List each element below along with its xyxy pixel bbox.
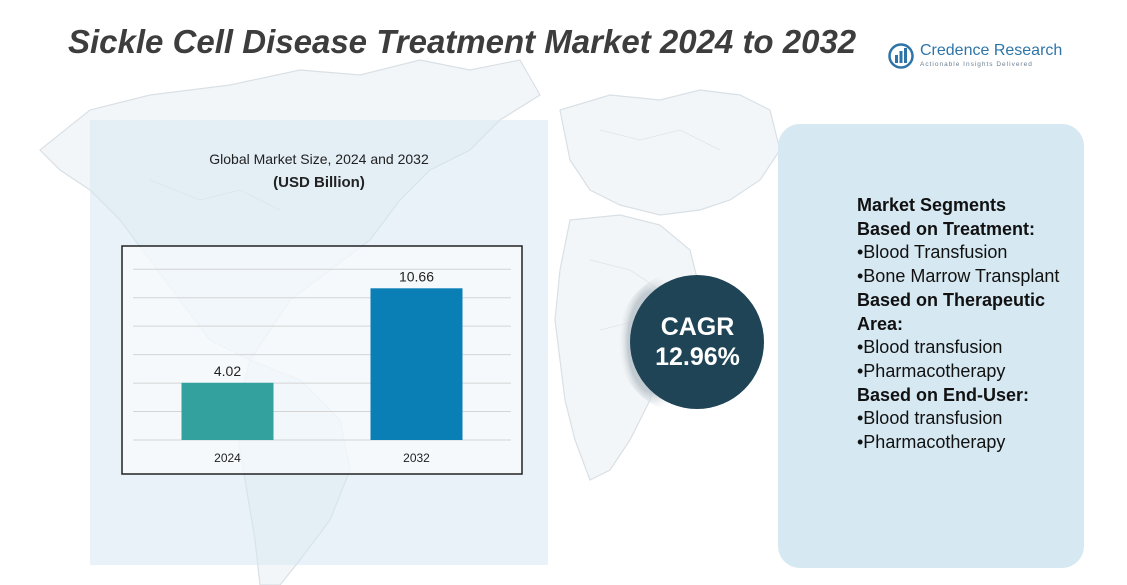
segment-group-heading: Based on Therapeutic Area: [857, 289, 1046, 334]
segment-item: •Pharmacotherapy [857, 360, 1006, 381]
segments-list: Market Segments Based on Treatment: •Bloo… [857, 194, 1082, 455]
segment-item: •Blood transfusion [857, 408, 1003, 429]
x-tick-2032: 2032 [403, 451, 430, 465]
bar-2032 [370, 288, 463, 440]
chart-unit-label: (USD Billion) [273, 174, 365, 191]
cagr-text: CAGR 12.96% [630, 312, 765, 372]
segment-item: •Pharmacotherapy [857, 432, 1006, 453]
data-label-2032: 10.66 [399, 268, 434, 284]
cagr-circle [630, 275, 764, 409]
page-title: Sickle Cell Disease Treatment Market 202… [68, 23, 857, 60]
bar-chart: 4.02 2024 10.66 2032 [121, 245, 523, 475]
logo-bars-icon [888, 43, 914, 69]
logo-name: Credence Research [920, 42, 1063, 59]
segment-group-heading: Based on Treatment: [857, 218, 1036, 239]
segment-item: •Blood transfusion [857, 337, 1003, 358]
segment-item: •Blood Transfusion [857, 242, 1008, 263]
data-label-2024: 4.02 [214, 363, 241, 379]
x-tick-2024: 2024 [214, 451, 241, 465]
cagr-badge [617, 270, 764, 414]
cagr-label: CAGR [660, 313, 735, 341]
bar-2024 [181, 382, 274, 440]
credence-research-logo: Credence Research Actionable Insights De… [888, 40, 1088, 76]
segments-panel [778, 124, 1084, 568]
segment-group-heading: Based on End-User: [857, 384, 1030, 405]
logo-tagline: Actionable Insights Delivered [920, 61, 1033, 68]
chart-title: Global Market Size, 2024 and 2032 [209, 151, 429, 167]
cagr-value: 12.96% [655, 343, 740, 371]
segment-item: •Bone Marrow Transplant [857, 266, 1060, 287]
segments-heading: Market Segments [857, 195, 1007, 215]
